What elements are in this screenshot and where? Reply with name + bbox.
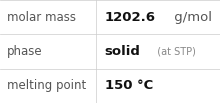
Text: 1202.6: 1202.6: [104, 11, 156, 24]
Text: g/mol: g/mol: [170, 11, 212, 24]
Text: phase: phase: [7, 45, 42, 58]
Text: solid: solid: [104, 45, 140, 58]
Text: molar mass: molar mass: [7, 11, 76, 24]
Text: melting point: melting point: [7, 79, 86, 92]
Text: (at STP): (at STP): [151, 46, 196, 57]
Text: 150 °C: 150 °C: [104, 79, 153, 92]
